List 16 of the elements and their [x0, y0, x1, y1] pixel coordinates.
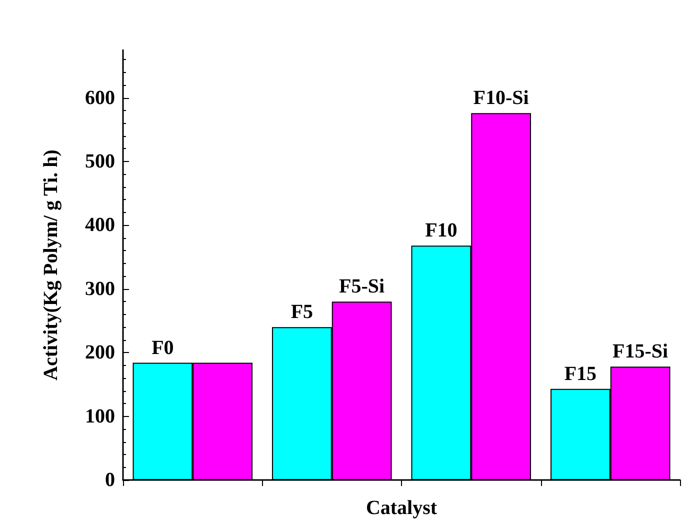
- y-tick-label: 600: [85, 86, 115, 109]
- data-label: F5: [290, 301, 314, 324]
- y-tick-label: 0: [105, 469, 115, 491]
- y-tick-label: 400: [85, 214, 115, 236]
- y-tick-label: 100: [85, 405, 115, 428]
- data-label: F10: [425, 220, 458, 242]
- y-tick-label: 300: [85, 278, 115, 300]
- y-axis-title: Activity(Kg Polym/ g Ti. h): [40, 150, 62, 380]
- y-tick-label: 500: [85, 150, 115, 172]
- data-label: F0: [152, 336, 174, 359]
- data-label: F15: [564, 362, 597, 385]
- data-label: F15-Si: [612, 340, 669, 363]
- y-tick-label: 200: [85, 342, 115, 364]
- data-label: F10-Si: [473, 87, 530, 110]
- data-label: F5-Si: [339, 276, 386, 298]
- x-axis-title: Catalyst: [366, 497, 438, 519]
